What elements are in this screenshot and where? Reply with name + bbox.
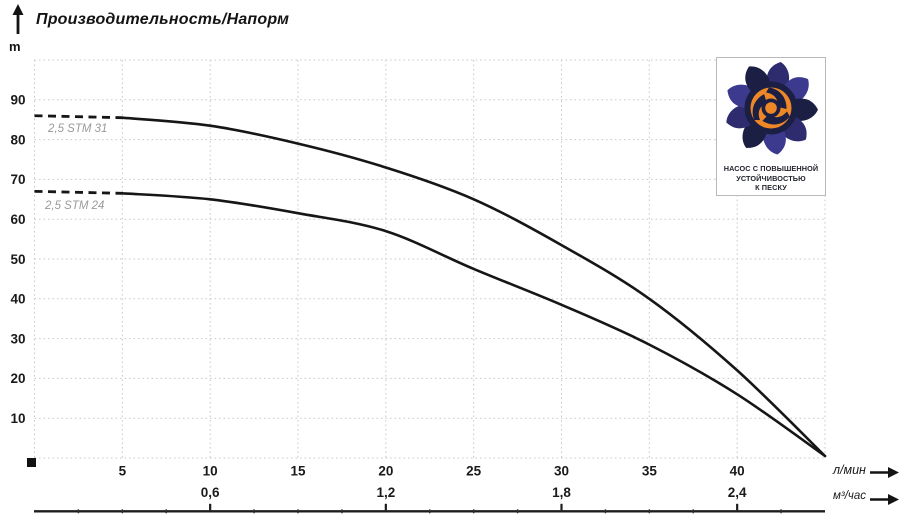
y-tick-label: 10 xyxy=(10,411,25,426)
up-arrow-icon xyxy=(11,4,25,41)
curve-label-stm24: 2,5 STM 24 xyxy=(45,200,105,212)
pinwheel-swirl-blade xyxy=(752,94,767,121)
sand-resistance-badge: НАСОС С ПОВЫШЕННОЙ УСТОЙЧИВОСТЬЮ К ПЕСКУ xyxy=(716,57,826,196)
origin-marker xyxy=(27,458,36,467)
x-tick-label-m3h: 0,6 xyxy=(201,485,220,500)
chart-title: Производительность/Напорм xyxy=(36,11,290,28)
x-tick-label-m3h: 1,8 xyxy=(552,485,571,500)
y-tick-label: 20 xyxy=(10,371,25,386)
pinwheel-logo-icon xyxy=(726,62,818,155)
y-tick-label: 60 xyxy=(10,212,25,227)
badge-text-line3: К ПЕСКУ xyxy=(755,183,787,192)
x-tick-label-lmin: 5 xyxy=(119,464,127,479)
x-tick-label-lmin: 30 xyxy=(554,464,569,479)
y-tick-label: 50 xyxy=(10,252,25,267)
x-tick-label-lmin: 10 xyxy=(203,464,218,479)
pump-curve xyxy=(121,116,827,458)
x-tick-label-lmin: 40 xyxy=(730,464,745,479)
y-tick-label: 40 xyxy=(10,292,25,307)
x-tick-label-m3h: 2,4 xyxy=(728,485,747,500)
badge-text-line1: НАСОС С ПОВЫШЕННОЙ xyxy=(723,164,819,173)
right-arrow-icon xyxy=(870,465,900,483)
curve-label-stm31: 2,5 STM 31 xyxy=(48,123,108,135)
pump-curve-dashed-start xyxy=(34,114,123,120)
y-tick-label: 80 xyxy=(10,132,25,147)
y-tick-label: 70 xyxy=(10,172,25,187)
x-tick-label-lmin: 25 xyxy=(466,464,482,479)
badge-text-line2: УСТОЙЧИВОСТЬЮ xyxy=(736,173,806,183)
pinwheel-swirl-blade xyxy=(762,111,790,125)
pinwheel-swirl-blade xyxy=(766,87,787,109)
y-tick-label: 90 xyxy=(10,93,25,108)
x-axis-unit-m3h: м³/час xyxy=(833,490,867,502)
x-tick-label-lmin: 35 xyxy=(642,464,658,479)
y-axis-unit-label: m xyxy=(9,39,21,54)
x-axis-unit-lmin: л/мин xyxy=(833,463,866,477)
x-tick-label-lmin: 20 xyxy=(378,464,393,479)
x-tick-label-m3h: 1,2 xyxy=(376,485,395,500)
right-arrow-icon xyxy=(870,492,900,510)
y-tick-label: 30 xyxy=(10,331,25,346)
pump-curve-dashed-start xyxy=(34,189,123,195)
x-tick-label-lmin: 15 xyxy=(290,464,306,479)
pump-curve xyxy=(121,192,827,458)
